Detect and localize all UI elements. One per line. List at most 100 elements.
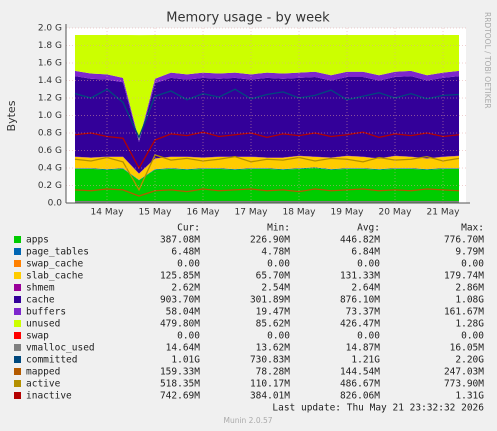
y-tick-label: 0.8 G bbox=[38, 129, 62, 139]
legend-stat: 2.62M bbox=[171, 283, 200, 294]
legend-swatch bbox=[14, 344, 21, 351]
legend-stat: 730.83M bbox=[250, 355, 290, 366]
legend-stat: 0.00 bbox=[357, 259, 380, 270]
legend-stat: 0.00 bbox=[267, 331, 290, 342]
legend-stat: 73.37M bbox=[346, 307, 381, 318]
legend-label: mapped bbox=[26, 367, 60, 378]
legend-label: swap bbox=[26, 331, 49, 342]
legend-swatch bbox=[14, 284, 21, 291]
legend-stat: 2.54M bbox=[261, 283, 290, 294]
legend-stat: 742.69M bbox=[160, 391, 200, 402]
legend-stat: 16.05M bbox=[450, 343, 485, 354]
x-tick-label: 21 May bbox=[427, 208, 461, 218]
legend-stat: 58.04M bbox=[166, 307, 201, 318]
legend-stat: 2.86M bbox=[455, 283, 484, 294]
legend-stat: 0.00 bbox=[267, 259, 290, 270]
legend-stat: 144.54M bbox=[340, 367, 380, 378]
y-tick-label: 0.4 G bbox=[38, 164, 62, 174]
legend-stat: 903.70M bbox=[160, 295, 200, 306]
y-tick-label: 1.4 G bbox=[38, 76, 62, 86]
legend-swatch bbox=[14, 356, 21, 363]
legend-swatch bbox=[14, 380, 21, 387]
legend-stat: 161.67M bbox=[444, 307, 484, 318]
area bbox=[75, 70, 459, 142]
legend-stat: 776.70M bbox=[444, 235, 484, 246]
legend-stat: 6.48M bbox=[171, 247, 200, 258]
legend-stat: 446.82M bbox=[340, 235, 380, 246]
legend-label: committed bbox=[26, 355, 77, 366]
legend-stat: 19.47M bbox=[256, 307, 291, 318]
y-tick-label: 1.8 G bbox=[38, 41, 62, 51]
legend-label: page_tables bbox=[26, 247, 89, 258]
y-tick-label: 1.0 G bbox=[38, 111, 62, 121]
legend-stat: 1.21G bbox=[351, 355, 380, 366]
legend-header: Avg: bbox=[357, 223, 380, 234]
legend-swatch bbox=[14, 320, 21, 327]
legend-stat: 876.10M bbox=[340, 295, 380, 306]
legend-stat: 131.33M bbox=[340, 271, 380, 282]
legend-stat: 179.74M bbox=[444, 271, 484, 282]
legend-stat: 13.62M bbox=[256, 343, 291, 354]
area bbox=[75, 35, 459, 141]
x-tick-label: 20 May bbox=[379, 208, 413, 218]
x-tick-label: 17 May bbox=[235, 208, 269, 218]
legend-stat: 65.70M bbox=[256, 271, 291, 282]
legend-stat: 9.79M bbox=[455, 247, 484, 258]
y-tick-label: 0.2 G bbox=[38, 181, 62, 191]
legend-stat: 518.35M bbox=[160, 379, 200, 390]
y-tick-label: 0.6 G bbox=[38, 146, 62, 156]
legend-stat: 426.47M bbox=[340, 319, 380, 330]
legend-swatch bbox=[14, 392, 21, 399]
legend-stat: 1.28G bbox=[455, 319, 484, 330]
legend-label: vmalloc_used bbox=[26, 343, 95, 354]
legend-swatch bbox=[14, 332, 21, 339]
legend-label: apps bbox=[26, 235, 49, 246]
legend-stat: 0.00 bbox=[177, 331, 200, 342]
legend-stat: 2.64M bbox=[351, 283, 380, 294]
legend-stat: 479.80M bbox=[160, 319, 200, 330]
legend-stat: 301.89M bbox=[250, 295, 290, 306]
legend-label: cache bbox=[26, 295, 55, 306]
legend-label: buffers bbox=[26, 307, 66, 318]
y-axis-label: Bytes bbox=[5, 100, 18, 131]
x-tick-label: 14 May bbox=[91, 208, 125, 218]
legend-stat: 1.08G bbox=[455, 295, 484, 306]
legend-label: inactive bbox=[26, 391, 72, 402]
y-tick-label: 1.6 G bbox=[38, 59, 62, 69]
legend-swatch bbox=[14, 296, 21, 303]
legend-header: Max: bbox=[461, 223, 484, 234]
legend-stat: 1.31G bbox=[455, 391, 484, 402]
legend-swatch bbox=[14, 272, 21, 279]
last-update: Last update: Thu May 21 23:32:32 2026 bbox=[272, 403, 484, 414]
legend-stat: 2.20G bbox=[455, 355, 484, 366]
legend-stat: 1.01G bbox=[171, 355, 200, 366]
legend-label: active bbox=[26, 379, 61, 390]
legend-stat: 387.08M bbox=[160, 235, 200, 246]
y-tick-label: 2.0 G bbox=[38, 24, 62, 34]
legend-stat: 826.06M bbox=[340, 391, 380, 402]
x-tick-label: 18 May bbox=[283, 208, 317, 218]
area bbox=[75, 76, 459, 174]
x-tick-label: 19 May bbox=[331, 208, 365, 218]
legend-header: Min: bbox=[267, 223, 290, 234]
legend-label: unused bbox=[26, 319, 60, 330]
legend-stat: 0.00 bbox=[177, 259, 200, 270]
legend-stat: 0.00 bbox=[461, 259, 484, 270]
legend-label: shmem bbox=[26, 283, 55, 294]
legend-stat: 773.90M bbox=[444, 379, 484, 390]
legend-stat: 486.67M bbox=[340, 379, 380, 390]
legend-stat: 85.62M bbox=[256, 319, 291, 330]
legend-stat: 226.90M bbox=[250, 235, 290, 246]
legend-stat: 0.00 bbox=[461, 331, 484, 342]
legend-stat: 6.84M bbox=[351, 247, 380, 258]
legend-stat: 78.28M bbox=[256, 367, 291, 378]
legend-stat: 384.01M bbox=[250, 391, 290, 402]
legend-header: Cur: bbox=[177, 223, 200, 234]
side-text: RRDTOOL / TOBI OETIKER bbox=[483, 12, 492, 109]
legend-stat: 110.17M bbox=[250, 379, 290, 390]
legend-stat: 159.33M bbox=[160, 367, 200, 378]
legend-stat: 0.00 bbox=[357, 331, 380, 342]
chart-title: Memory usage - by week bbox=[166, 11, 330, 26]
x-tick-label: 16 May bbox=[187, 208, 221, 218]
